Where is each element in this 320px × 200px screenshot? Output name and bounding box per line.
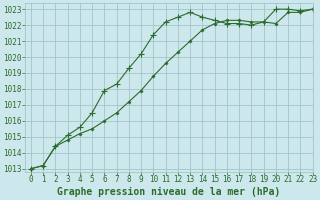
X-axis label: Graphe pression niveau de la mer (hPa): Graphe pression niveau de la mer (hPa) <box>57 187 280 197</box>
